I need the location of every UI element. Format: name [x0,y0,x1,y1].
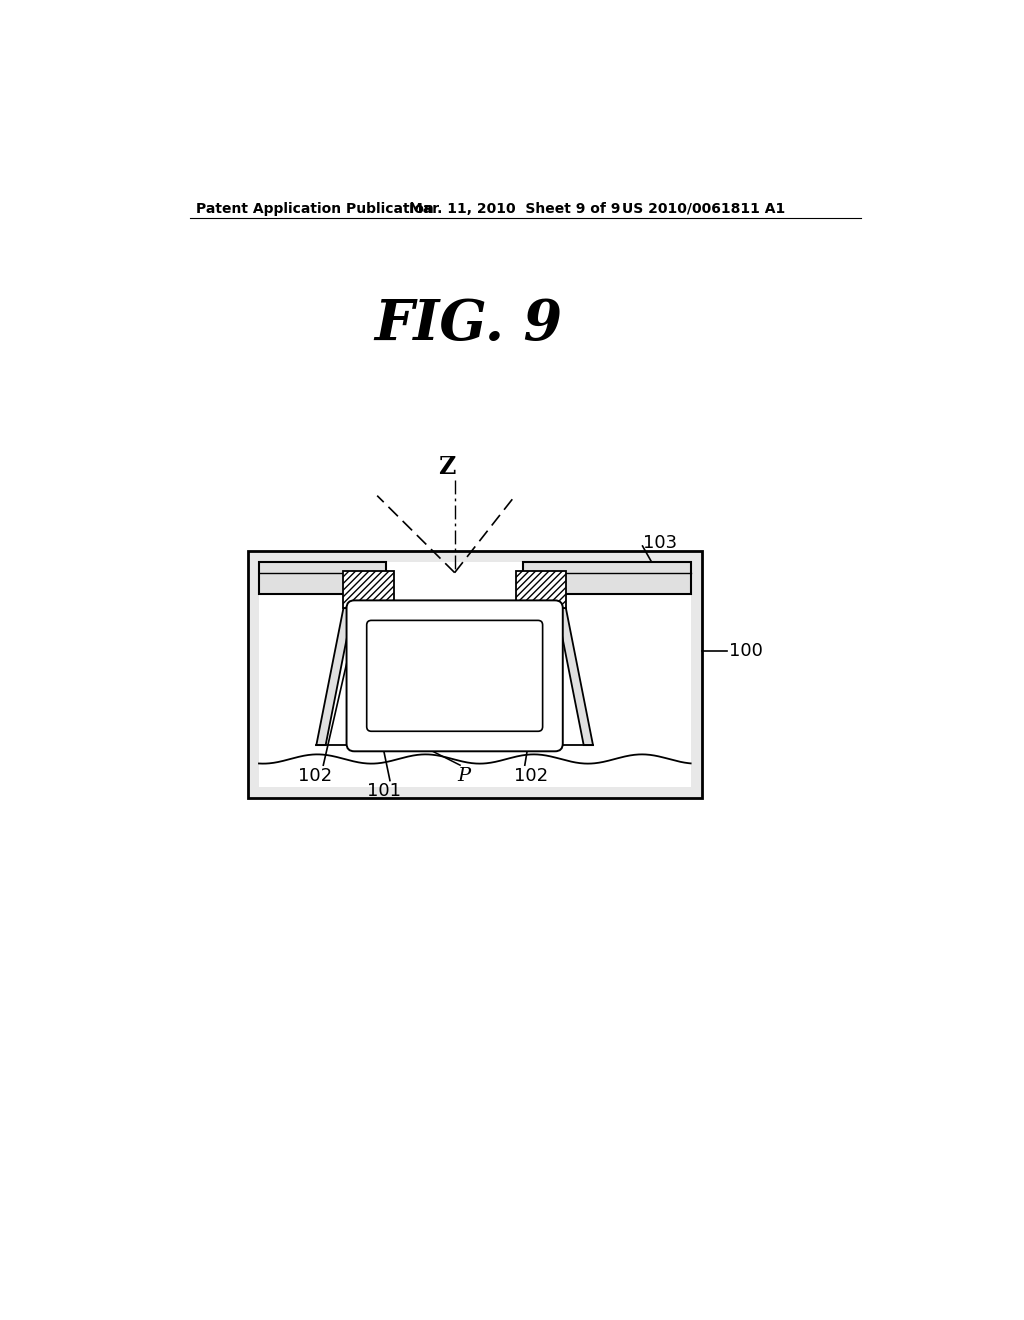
Text: Z: Z [438,454,456,479]
FancyBboxPatch shape [367,620,543,731]
Text: 102: 102 [298,767,333,784]
Bar [248,552,701,797]
Bar [259,562,386,594]
Text: Patent Application Publication: Patent Application Publication [197,202,434,215]
Text: P: P [458,767,470,784]
Text: US 2010/0061811 A1: US 2010/0061811 A1 [623,202,785,215]
Text: Mar. 11, 2010  Sheet 9 of 9: Mar. 11, 2010 Sheet 9 of 9 [409,202,620,215]
Text: FIG. 9: FIG. 9 [375,297,562,352]
Text: 100: 100 [729,643,763,660]
Text: 101: 101 [367,781,400,800]
Polygon shape [316,609,352,744]
Text: 102: 102 [514,767,548,784]
Bar [259,562,690,787]
Bar [523,562,690,594]
FancyBboxPatch shape [346,601,563,751]
Bar [343,572,394,609]
Polygon shape [557,609,593,744]
Text: 103: 103 [643,535,678,552]
Bar [515,572,566,609]
